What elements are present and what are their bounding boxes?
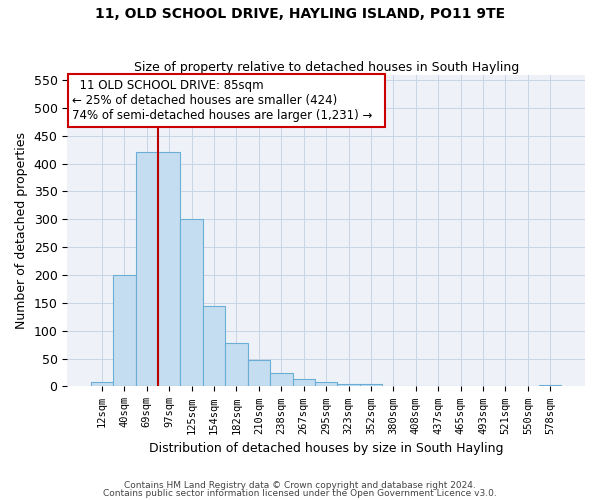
- Bar: [248, 360, 270, 386]
- Text: Contains public sector information licensed under the Open Government Licence v3: Contains public sector information licen…: [103, 489, 497, 498]
- X-axis label: Distribution of detached houses by size in South Hayling: Distribution of detached houses by size …: [149, 442, 503, 455]
- Text: Contains HM Land Registry data © Crown copyright and database right 2024.: Contains HM Land Registry data © Crown c…: [124, 480, 476, 490]
- Text: 11 OLD SCHOOL DRIVE: 85sqm
← 25% of detached houses are smaller (424)
74% of sem: 11 OLD SCHOOL DRIVE: 85sqm ← 25% of deta…: [73, 79, 380, 122]
- Bar: [293, 379, 315, 386]
- Bar: [225, 343, 248, 386]
- Bar: [136, 152, 158, 386]
- Bar: [91, 382, 113, 386]
- Bar: [315, 382, 337, 386]
- Title: Size of property relative to detached houses in South Hayling: Size of property relative to detached ho…: [134, 62, 519, 74]
- Text: 11, OLD SCHOOL DRIVE, HAYLING ISLAND, PO11 9TE: 11, OLD SCHOOL DRIVE, HAYLING ISLAND, PO…: [95, 8, 505, 22]
- Bar: [113, 275, 136, 386]
- Bar: [158, 152, 181, 386]
- Bar: [181, 220, 203, 386]
- Bar: [360, 384, 382, 386]
- Bar: [337, 384, 360, 386]
- Y-axis label: Number of detached properties: Number of detached properties: [15, 132, 28, 329]
- Bar: [203, 306, 225, 386]
- Bar: [270, 372, 293, 386]
